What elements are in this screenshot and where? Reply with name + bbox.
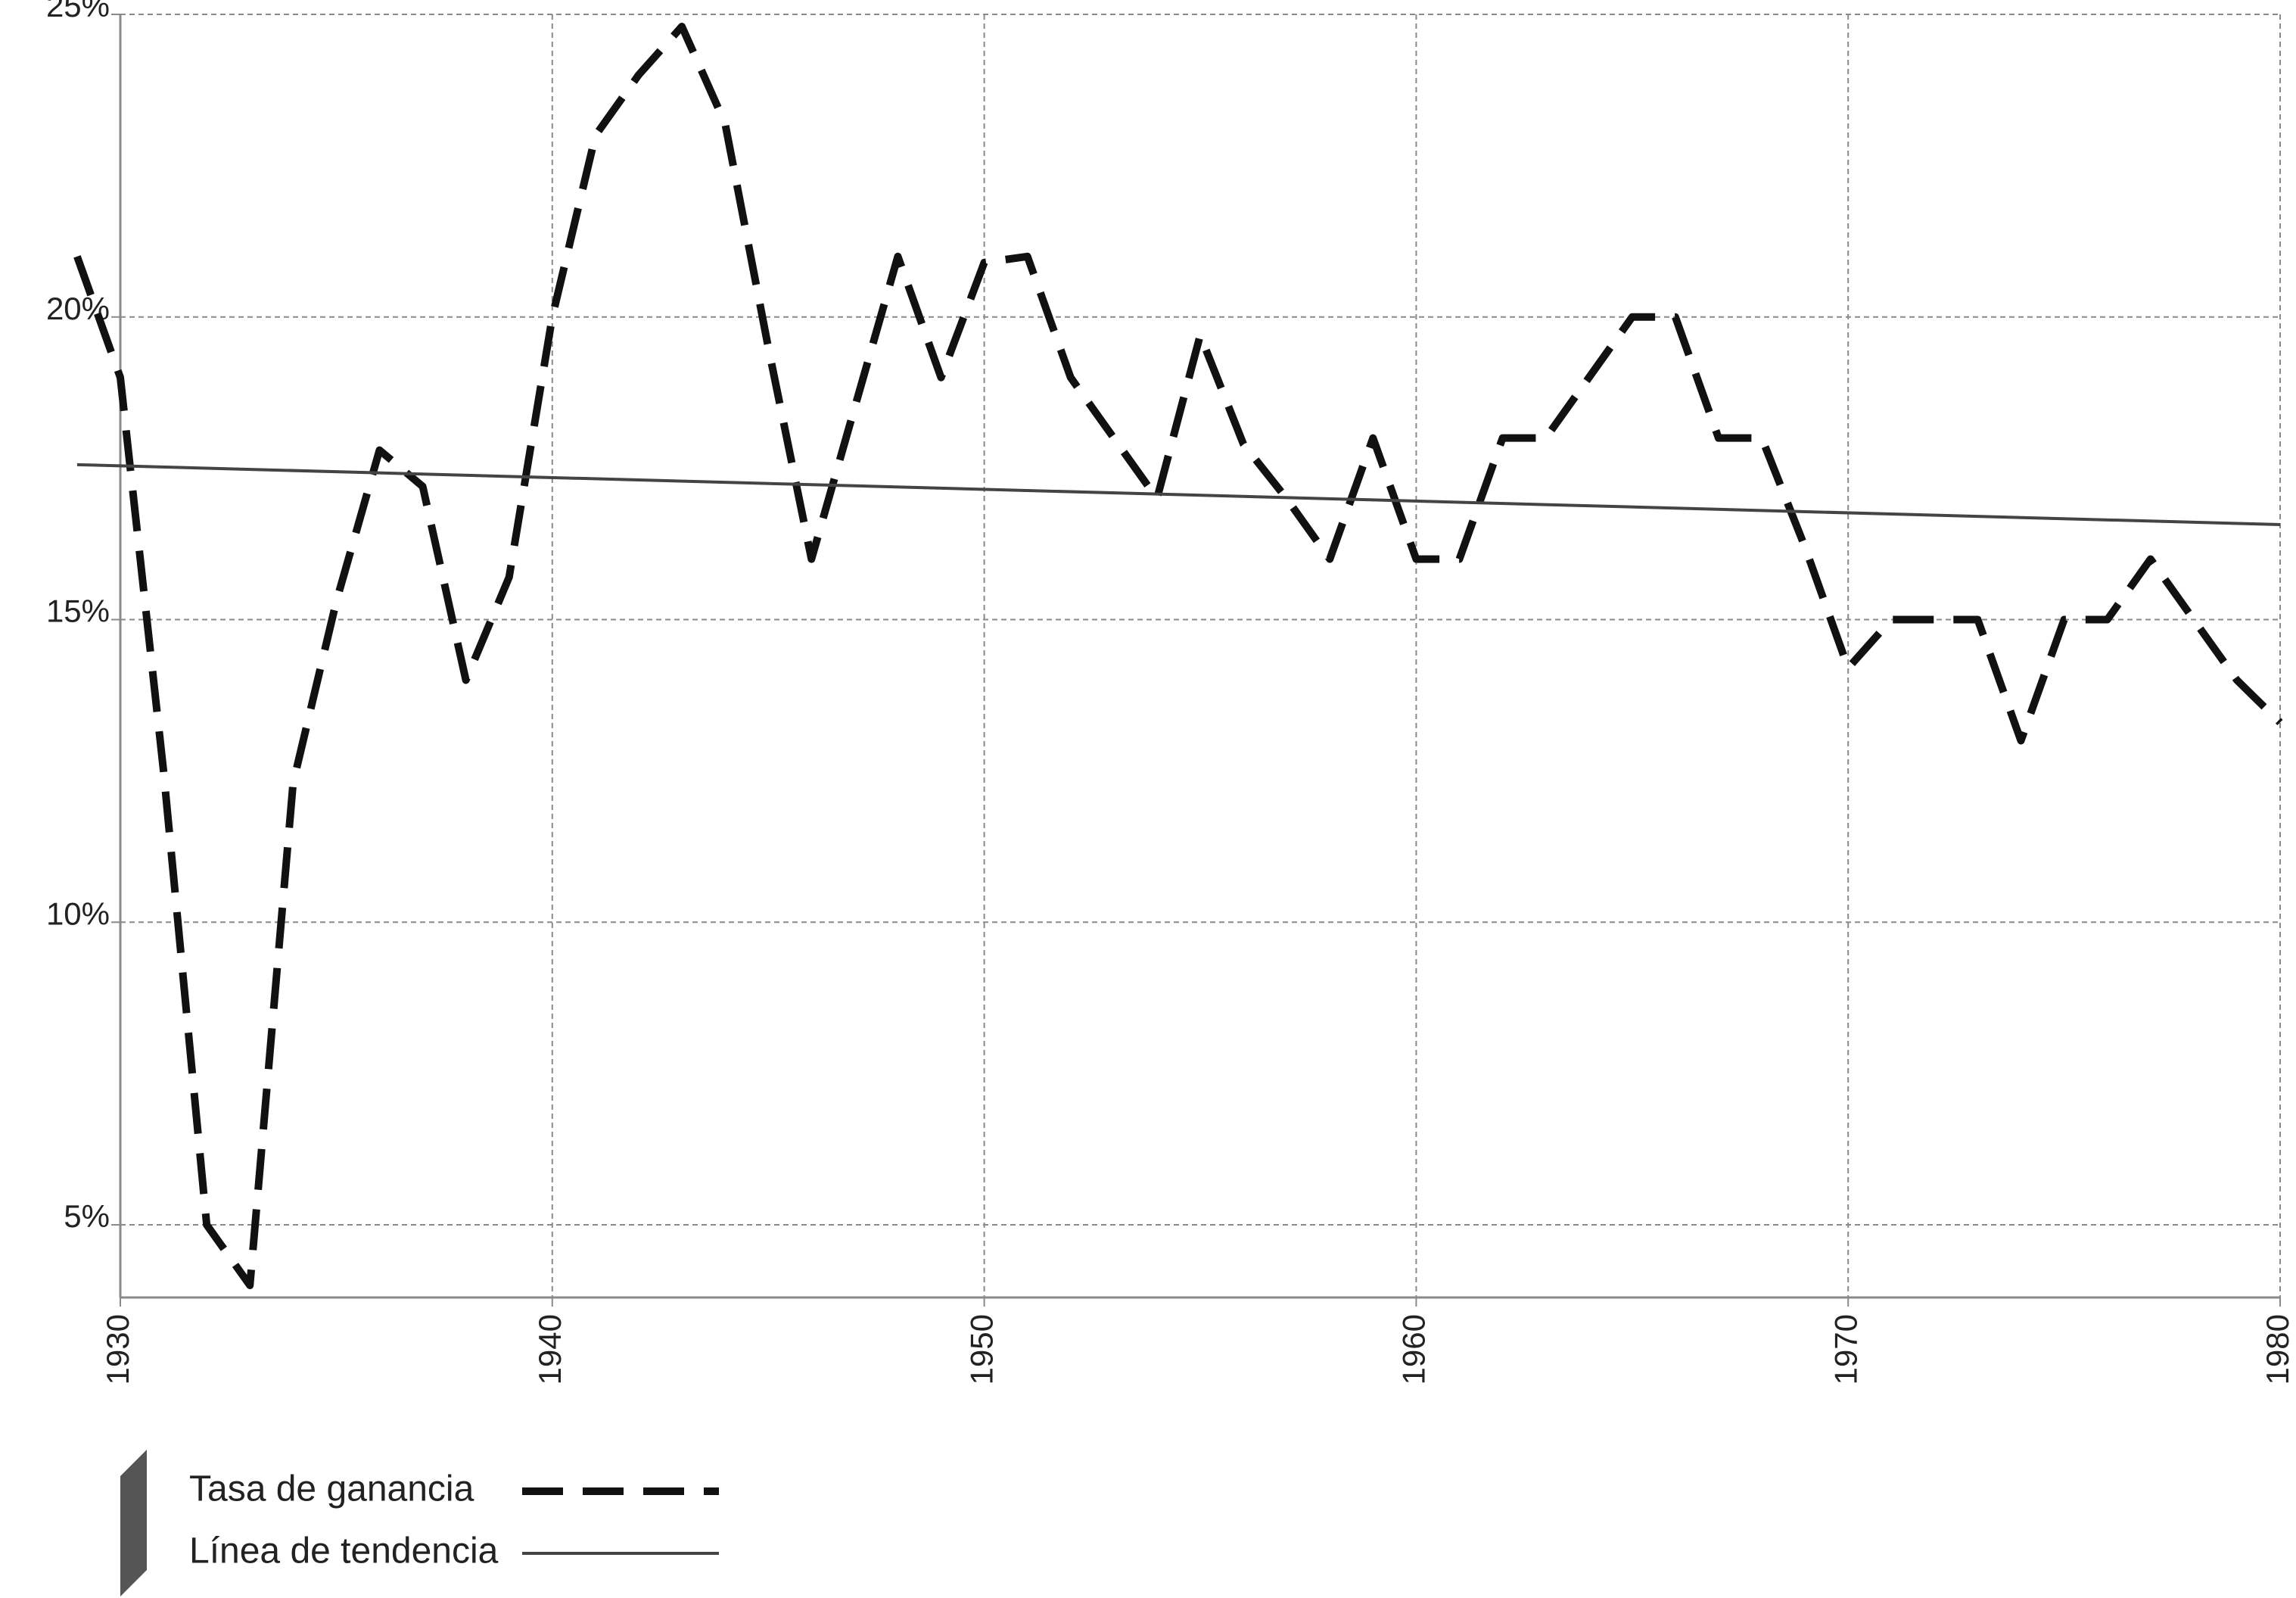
x-tick-label: 1960 [1395,1314,1431,1385]
legend-label: Línea de tendencia [189,1531,499,1572]
y-tick-label: 15% [46,593,110,629]
y-tick-label: 10% [46,896,110,931]
x-tick-label: 1950 [964,1314,1000,1385]
line [76,463,2281,527]
x-tick-label: 1940 [532,1314,568,1385]
y-tick-label: 5% [64,1198,110,1234]
line [73,22,2283,1290]
x-tick-label: 1980 [2260,1314,2295,1385]
legend-icon [120,1450,147,1596]
x-tick-label: 1970 [1828,1314,1863,1385]
legend-label: Tasa de ganancia [189,1469,474,1509]
x-tick-label: 1930 [100,1314,135,1385]
y-tick-label: 25% [46,0,110,23]
